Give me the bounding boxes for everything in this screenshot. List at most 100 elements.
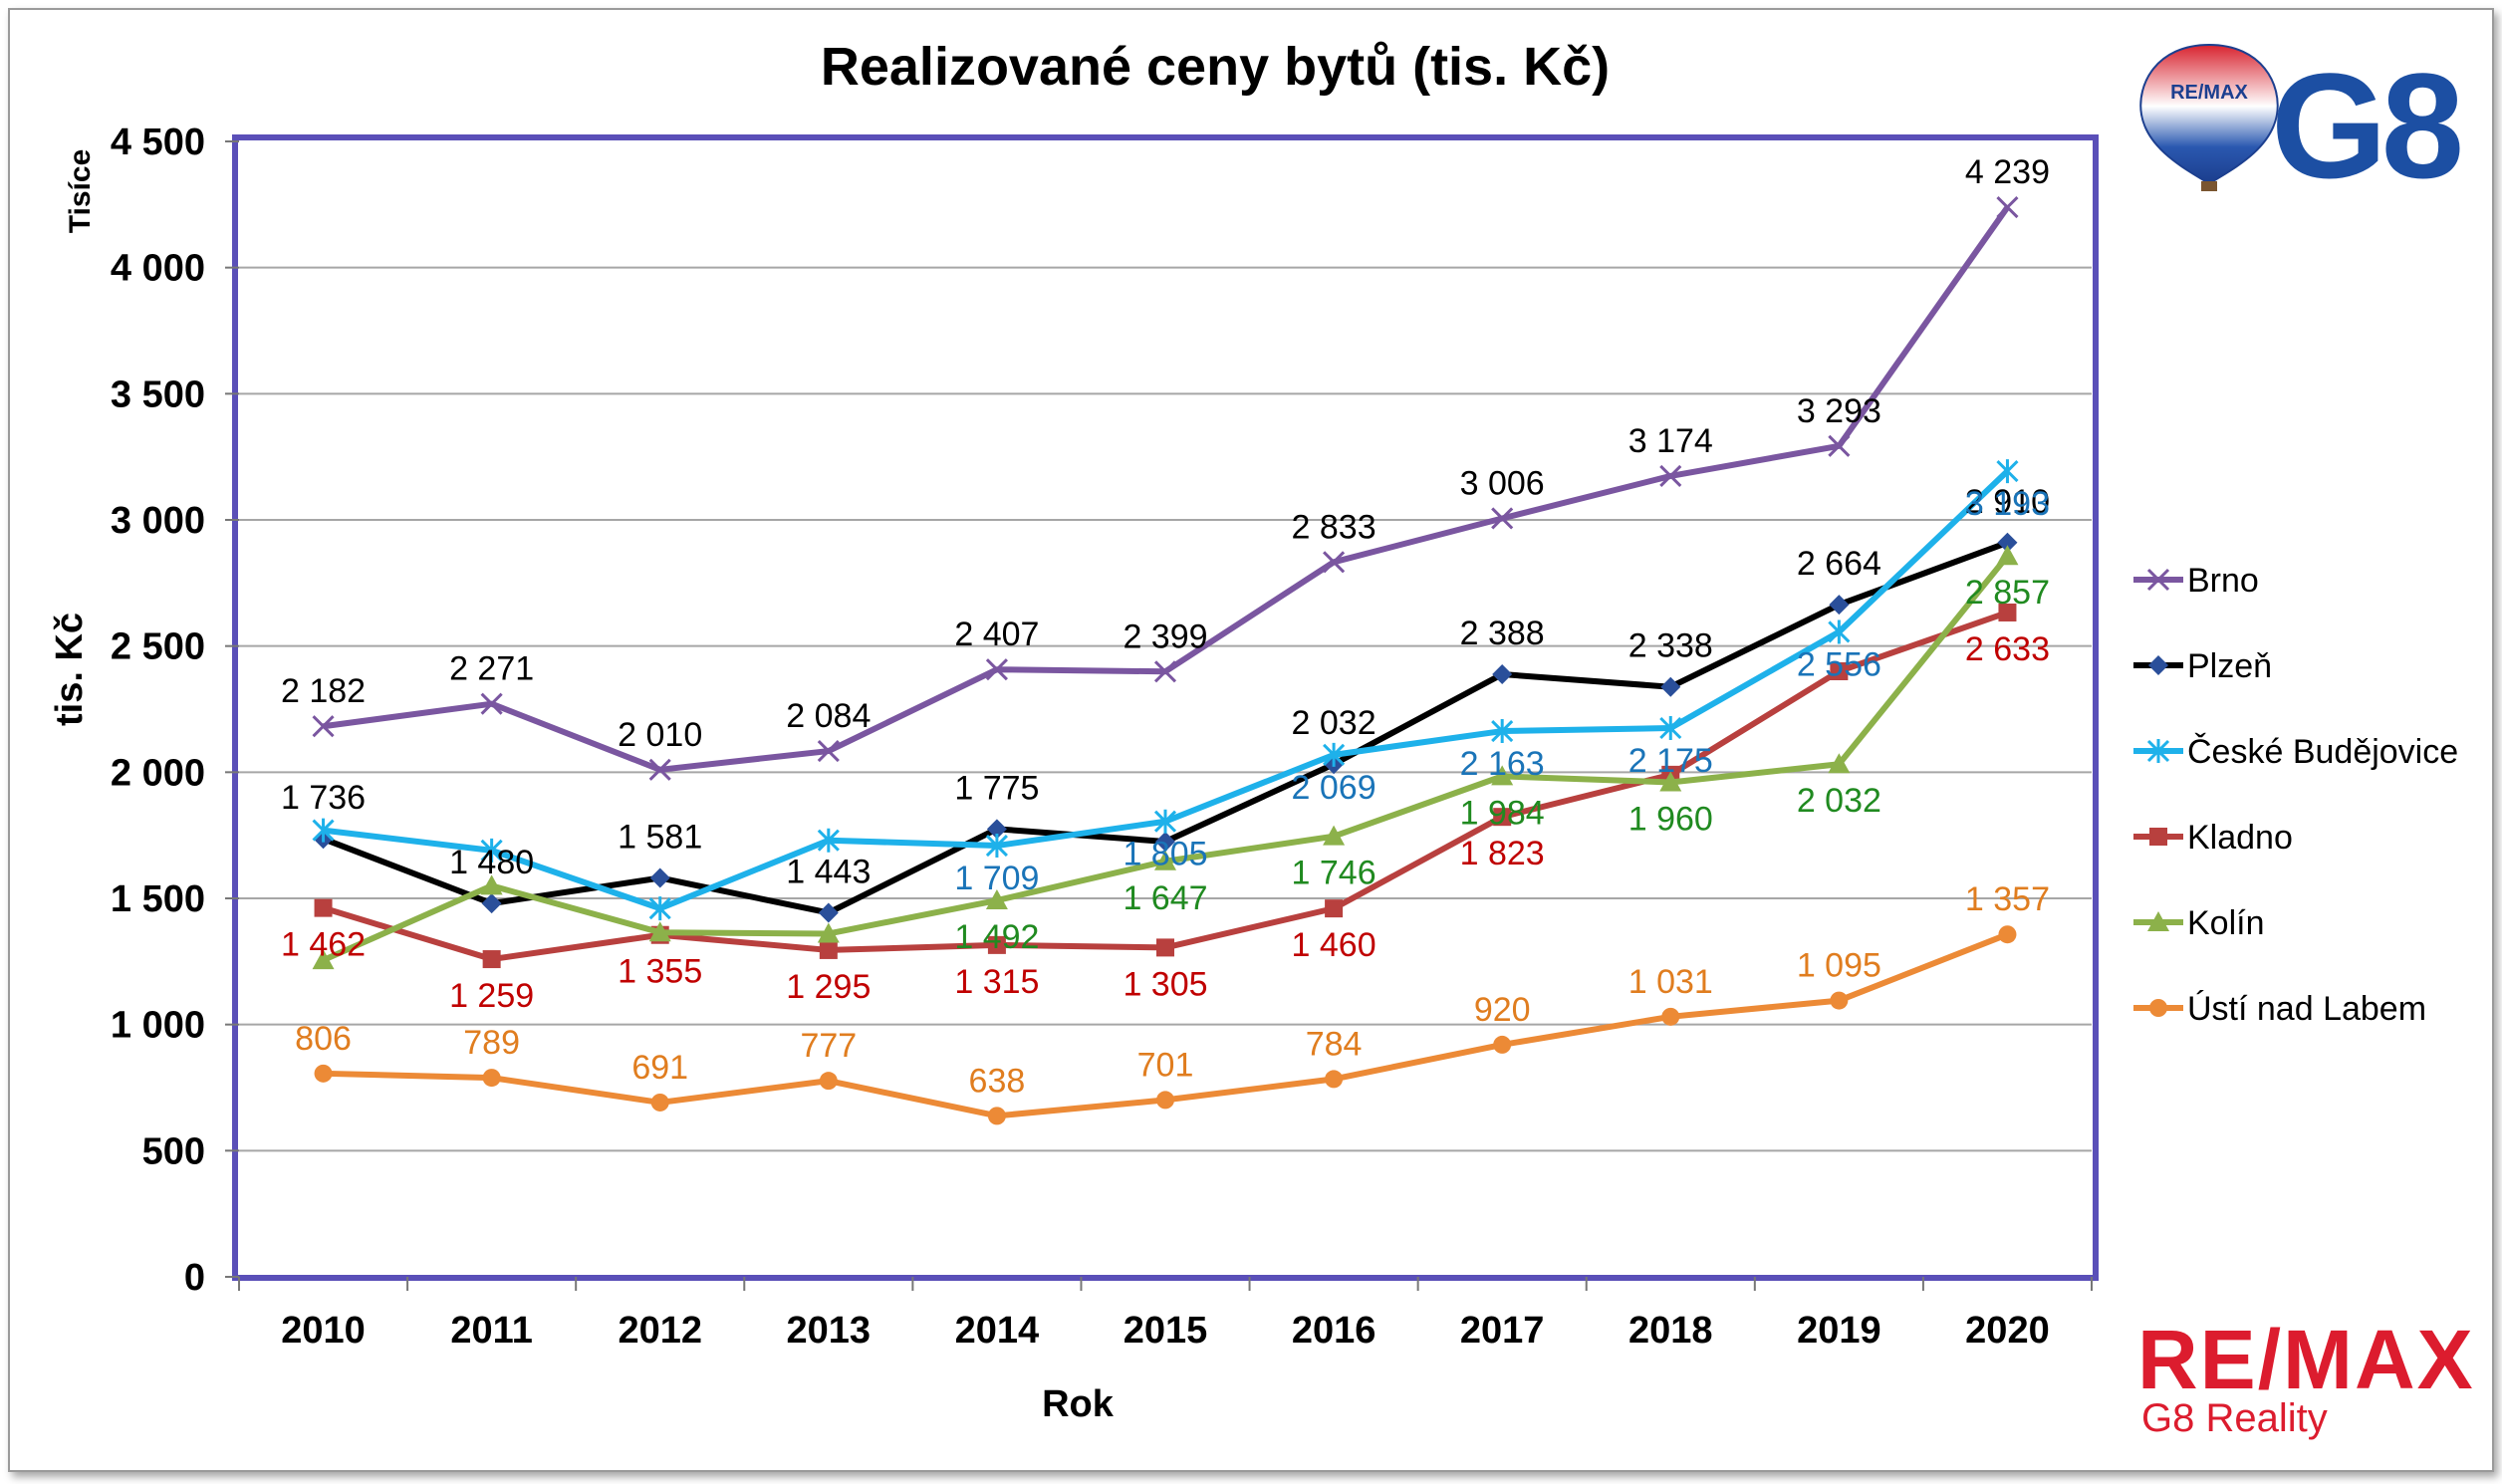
data-point [482,950,501,969]
data-label: 3 293 [1797,392,1881,430]
data-point [1660,676,1681,697]
data-label: 1 492 [954,918,1039,956]
data-point [650,1093,669,1112]
data-label: 1 259 [449,977,534,1015]
y-axis-title: tis. Kč [49,613,91,726]
data-point [1830,991,1849,1010]
data-label: 2 032 [1292,704,1376,742]
y-tick-label: 1 000 [111,1005,205,1047]
data-point [819,1072,838,1091]
data-label: 1 462 [281,926,366,964]
series-group [312,196,2019,1125]
data-point [480,692,503,715]
data-label: 2 163 [1460,745,1545,783]
data-point [1153,809,1177,834]
y-axis-ticks: 0 500 1 000 1 500 2 000 2 500 3 000 3 500 4 000 4… [111,122,239,1299]
data-label: 2 833 [1292,508,1376,546]
data-label: 1 357 [1965,880,2050,918]
data-point [1996,459,2019,484]
data-point [1998,603,2017,621]
remax-wordmark: RE/MAX [2137,1313,2475,1406]
series-kolín [312,545,2019,970]
legend-item: Kladno [2133,819,2293,857]
data-label: 2 084 [786,697,871,735]
y-tick-label: 2 000 [111,752,205,794]
data-label: 2 857 [1965,574,2050,612]
data-label: 638 [969,1062,1026,1100]
data-label: 2 910 [1965,483,2050,521]
data-point [1155,832,1175,852]
series-brno [312,196,2019,781]
legend-marker [2146,568,2170,592]
data-label: 789 [463,1024,520,1062]
data-label: 2 010 [618,716,702,754]
data-label: 2 399 [1123,618,1207,655]
data-point [1153,660,1177,683]
data-point [1828,753,1851,774]
data-point [482,1069,501,1088]
data-point [649,867,670,888]
data-label: 1 960 [1628,800,1713,838]
data-point [1154,850,1176,870]
legend-item: Ústí nad Labem [2133,990,2426,1028]
legend-label: Kladno [2187,819,2293,857]
y-tick-label: 3 500 [111,373,205,415]
data-point [1492,664,1513,685]
data-point [1323,825,1346,846]
data-point [648,921,671,942]
series-české-budějovice [312,459,2019,921]
balloon-word: RE/MAX [2170,82,2248,104]
data-point [1996,196,2019,219]
data-label: 1 031 [1628,963,1713,1001]
data-point [480,874,503,895]
chart-title: Realizované ceny bytů (tis. Kč) [821,37,1610,97]
data-point [1997,532,2018,553]
x-axis-ticks: 2010 2011 2012 2013 2014 2015 2016 2017 2018 2019… [238,1277,2093,1352]
data-label: 806 [295,1020,352,1058]
data-point [1659,771,1682,792]
data-label: 1 746 [1292,855,1376,892]
legend-marker [2147,911,2169,931]
data-label: 2 032 [1797,782,1881,820]
y-tick-label: 1 500 [111,878,205,920]
legend-marker [2146,739,2170,763]
data-point [987,1107,1006,1125]
data-label: 1 315 [954,963,1039,1001]
data-label: 4 239 [1965,153,2050,191]
data-point [985,658,1008,681]
data-point [1661,1007,1680,1026]
data-point [1156,1091,1174,1110]
legend-marker [2149,828,2167,846]
data-label: 2 182 [281,672,366,710]
x-tick-label: 2017 [1460,1310,1545,1352]
legend-item: Brno [2133,562,2259,600]
data-point [1493,808,1512,827]
data-point [314,898,333,917]
data-label: 691 [631,1049,688,1087]
x-tick-label: 2019 [1797,1310,1881,1352]
legend-label: Kolín [2187,904,2265,942]
legend-label: Ústí nad Labem [2187,990,2426,1028]
legend-label: České Budějovice [2187,733,2458,771]
remax-balloon-logo: RE/MAX [2139,43,2279,191]
x-tick-label: 2014 [955,1310,1040,1352]
data-label: 2 069 [1292,769,1376,807]
data-point [1998,925,2017,944]
data-point [1323,551,1346,574]
data-label: 1 460 [1292,926,1376,964]
data-point [312,818,335,843]
x-axis-title: Rok [1042,1383,1115,1425]
legend-marker [2148,655,2168,675]
x-tick-label: 2013 [787,1310,872,1352]
data-label: 1 480 [449,844,534,881]
data-point [1156,938,1174,957]
data-label: 2 633 [1965,630,2050,668]
data-label: 3 174 [1628,422,1713,460]
data-label: 3 193 [1965,485,2050,523]
data-label: 777 [800,1027,857,1065]
x-tick-label: 2016 [1292,1310,1376,1352]
data-label: 3 006 [1460,464,1545,502]
data-label: 1 709 [954,860,1039,897]
data-label: 1 581 [618,818,702,856]
